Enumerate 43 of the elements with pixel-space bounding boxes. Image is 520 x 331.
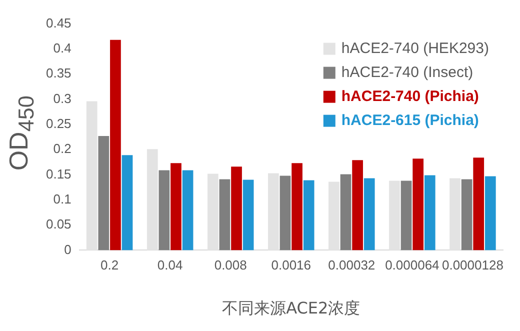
y-tick-label: 0 (64, 242, 72, 257)
y-tick-label: 0.15 (46, 166, 72, 182)
x-tick-label: 0.04 (157, 258, 183, 273)
bar (364, 178, 375, 250)
x-axis-title: 不同来源ACE2浓度 (222, 298, 360, 318)
bar (280, 176, 291, 250)
bar (110, 40, 121, 250)
bar (340, 174, 352, 250)
x-tick-label: 0.2 (100, 258, 119, 273)
bar (484, 176, 496, 250)
y-tick-label: 0.3 (53, 90, 72, 106)
x-tick-label: 0.008 (214, 258, 247, 273)
bar (182, 170, 194, 250)
bar (473, 158, 484, 250)
y-tick-label: 0.25 (46, 116, 72, 131)
bar (231, 166, 242, 250)
x-tick-label: 0.0000128 (442, 258, 504, 273)
bar (352, 160, 363, 250)
legend-label: hACE2-740 (Insect) (341, 64, 474, 81)
bar (461, 179, 472, 250)
bar (98, 136, 110, 250)
y-tick-label: 0.1 (53, 191, 72, 206)
x-tick-label: 0.00032 (328, 258, 376, 273)
y-tick-label: 0.45 (46, 15, 72, 30)
bar (292, 163, 302, 250)
legend-label: hACE2-740 (HEK293) (341, 40, 489, 57)
x-tick-label: 0.000064 (385, 258, 440, 273)
bar (242, 180, 254, 250)
bar (424, 175, 436, 250)
bar (122, 155, 133, 250)
bar (158, 170, 170, 250)
y-tick-label: 0.35 (46, 66, 72, 81)
bar (400, 180, 412, 250)
legend-label: hACE2-740 (Pichia) (341, 88, 479, 105)
x-tick-label: 0.0016 (271, 258, 312, 273)
y-tick-label: 0.4 (53, 40, 72, 56)
bar (170, 163, 182, 250)
legend-label: hACE2-615 (Pichia) (341, 112, 479, 129)
y-tick-label: 0.2 (53, 141, 72, 156)
bar (219, 179, 230, 250)
bar (303, 180, 314, 250)
bar (412, 158, 424, 250)
y-tick-label: 0.05 (46, 216, 72, 232)
